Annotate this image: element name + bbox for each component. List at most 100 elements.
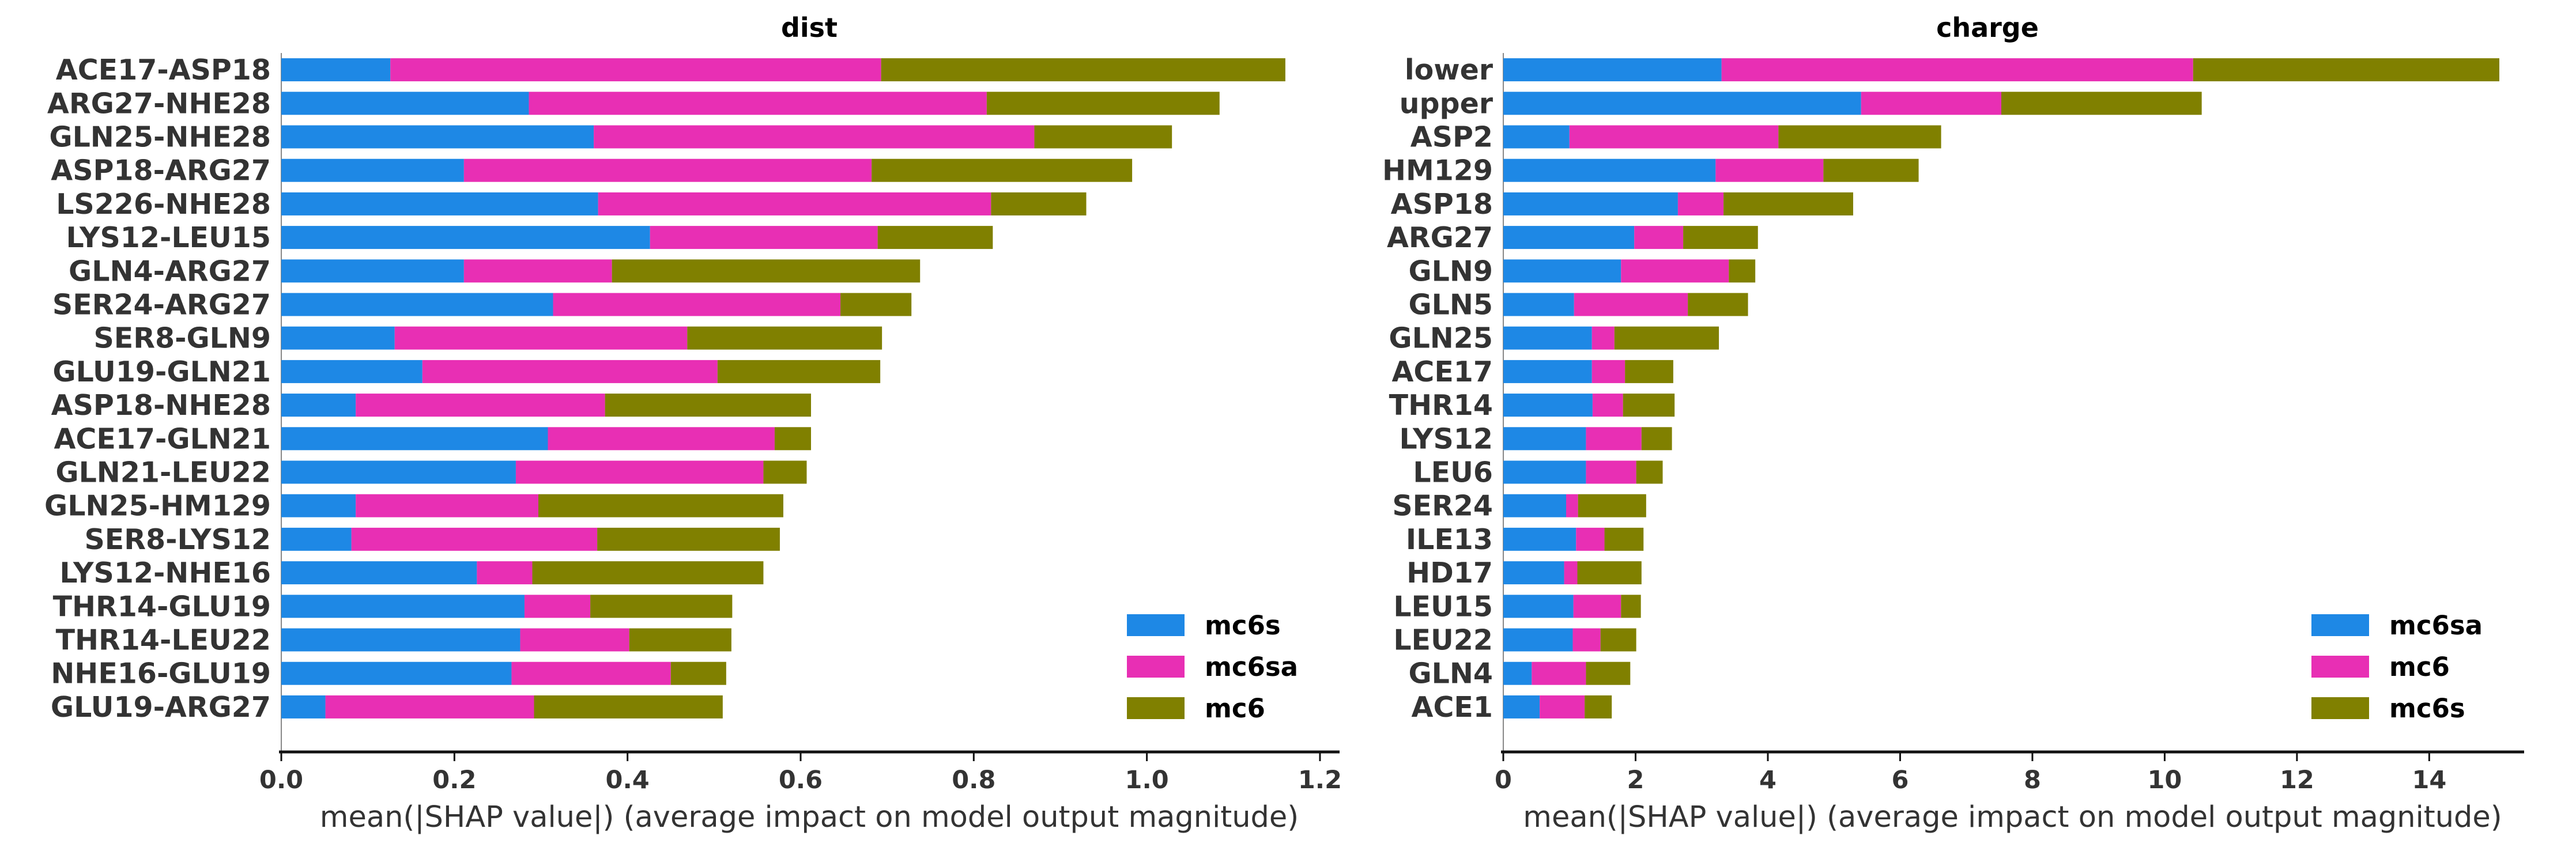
bar-mc6s-LS226-NHE28 [281, 192, 598, 215]
bar-mc6s-ACE17 [1625, 360, 1673, 383]
bar-mc6-GLN4 [1532, 661, 1586, 685]
bar-mc6-HM129 [1715, 158, 1824, 182]
bar-mc6sa-ARG27 [1503, 226, 1635, 249]
bar-mc6s-GLU19-GLN21 [281, 360, 423, 383]
category-label: THR14-GLU19 [53, 590, 271, 623]
bar-mc6-ILE13 [1576, 527, 1605, 551]
bar-mc6sa-GLN4 [1503, 661, 1532, 685]
bar-mc6s-LEU22 [1600, 628, 1636, 652]
x-tick-label: 0.4 [606, 766, 650, 795]
category-label: lower [1405, 54, 1493, 86]
bar-mc6s-NHE16-GLU19 [281, 661, 512, 685]
bar-mc6sa-lower [1503, 58, 1722, 82]
bar-mc6sa-ASP2 [1503, 125, 1570, 149]
legend-label: mc6sa [2389, 610, 2483, 641]
bar-mc6s-LYS12 [1641, 427, 1672, 451]
category-label: ASP18-ARG27 [51, 154, 271, 187]
bar-mc6s-GLN25-NHE28 [281, 125, 594, 149]
legend-label: mc6s [1205, 610, 1281, 641]
bar-mc6sa-LYS12 [1503, 427, 1586, 451]
chart-title: dist [781, 12, 838, 43]
bar-mc6s-GLN9 [1729, 259, 1756, 283]
bar-mc6-NHE16-GLU19 [670, 661, 726, 685]
category-label: ACE17-GLN21 [54, 422, 271, 455]
bar-mc6sa-THR14 [1503, 394, 1593, 417]
bar-mc6sa-ACE17-ASP18 [390, 58, 881, 82]
bar-mc6-GLN5 [1574, 293, 1688, 316]
bar-mc6s-GLU19-ARG27 [281, 695, 326, 719]
category-label: GLN25 [1389, 322, 1493, 355]
bar-mc6sa-SER8-LYS12 [351, 527, 598, 551]
x-axis-label: mean(|SHAP value|) (average impact on mo… [320, 800, 1299, 834]
category-label: NHE16-GLU19 [51, 657, 271, 690]
bar-mc6s-LYS12-LEU15 [281, 226, 650, 249]
bar-mc6sa-upper [1503, 92, 1861, 115]
category-label: ASP18 [1391, 188, 1493, 221]
bar-mc6s-upper [2001, 92, 2202, 115]
bar-mc6sa-HM129 [1503, 158, 1716, 182]
bar-mc6-LYS12-NHE16 [532, 561, 764, 585]
category-label: ILE13 [1406, 523, 1493, 556]
bar-mc6s-ACE17-GLN21 [281, 427, 548, 451]
category-label: GLU19-GLN21 [52, 356, 271, 388]
x-tick-label: 0 [1495, 766, 1512, 795]
bar-mc6s-ASP18-NHE28 [281, 394, 356, 417]
bar-mc6s-ACE17-ASP18 [281, 58, 391, 82]
category-label: GLN25-NHE28 [49, 121, 271, 154]
bar-mc6-SER8-GLN9 [687, 326, 882, 350]
bar-mc6s-GLN25-HM129 [281, 494, 356, 517]
bar-mc6-SER8-LYS12 [597, 527, 780, 551]
x-tick-label: 0.8 [952, 766, 995, 795]
x-tick-label: 4 [1759, 766, 1777, 795]
x-tick-label: 8 [2024, 766, 2041, 795]
category-label: ARG27 [1387, 221, 1493, 254]
x-tick-label: 2 [1627, 766, 1645, 795]
bar-mc6-ARG27-NHE28 [986, 92, 1220, 115]
bar-mc6-upper [1861, 92, 2001, 115]
x-axis-label: mean(|SHAP value|) (average impact on mo… [1523, 800, 2502, 834]
category-label: ASP18-NHE28 [51, 389, 271, 422]
bar-mc6sa-GLN25 [1503, 326, 1592, 350]
bar-mc6s-HM129 [1823, 158, 1919, 182]
bar-mc6-LYS12-LEU15 [877, 226, 993, 249]
category-label: THR14-LEU22 [56, 624, 271, 657]
bar-mc6s-GLN5 [1688, 293, 1748, 316]
bar-mc6-SER24-ARG27 [840, 293, 912, 316]
bar-mc6-ACE17-ASP18 [881, 58, 1285, 82]
legend-swatch-mc6s [2311, 697, 2369, 719]
bar-mc6s-ARG27-NHE28 [281, 92, 529, 115]
legend-label: mc6s [2389, 693, 2465, 724]
category-label: GLN5 [1408, 289, 1493, 322]
bar-mc6-ACE1 [1540, 695, 1585, 719]
bar-mc6sa-ASP18 [1503, 192, 1678, 215]
x-tick-label: 1.2 [1298, 766, 1342, 795]
category-label: SER24-ARG27 [52, 289, 271, 322]
bar-mc6-ASP2 [1569, 125, 1779, 149]
bar-mc6sa-GLN9 [1503, 259, 1621, 283]
bar-mc6sa-GLN4-ARG27 [463, 259, 612, 283]
bar-mc6-ACE17 [1591, 360, 1625, 383]
bar-mc6-GLN25-HM129 [538, 494, 783, 517]
bar-mc6s-LEU6 [1636, 460, 1663, 484]
chart-title: charge [1936, 12, 2039, 43]
category-label: THR14 [1389, 389, 1493, 422]
bar-mc6-LEU22 [1572, 628, 1601, 652]
bar-mc6-GLU19-GLN21 [717, 360, 881, 383]
bar-mc6s-lower [2193, 58, 2499, 82]
bar-mc6sa-ACE1 [1503, 695, 1540, 719]
category-label: LEU6 [1413, 456, 1493, 489]
bar-mc6s-THR14-GLU19 [281, 595, 525, 618]
bar-mc6-SER24 [1566, 494, 1578, 517]
bar-mc6sa-ILE13 [1503, 527, 1576, 551]
bar-mc6s-GLN4-ARG27 [281, 259, 464, 283]
category-label: LS226-NHE28 [56, 188, 271, 221]
x-tick-label: 0.6 [779, 766, 823, 795]
bar-mc6sa-GLN5 [1503, 293, 1574, 316]
bar-mc6sa-GLN25-HM129 [356, 494, 538, 517]
bar-mc6s-ILE13 [1604, 527, 1644, 551]
bar-mc6-lower [1721, 58, 2193, 82]
x-tick-label: 12 [2280, 766, 2314, 795]
bar-mc6-LS226-NHE28 [991, 192, 1087, 215]
legend-label: mc6 [2389, 652, 2450, 682]
